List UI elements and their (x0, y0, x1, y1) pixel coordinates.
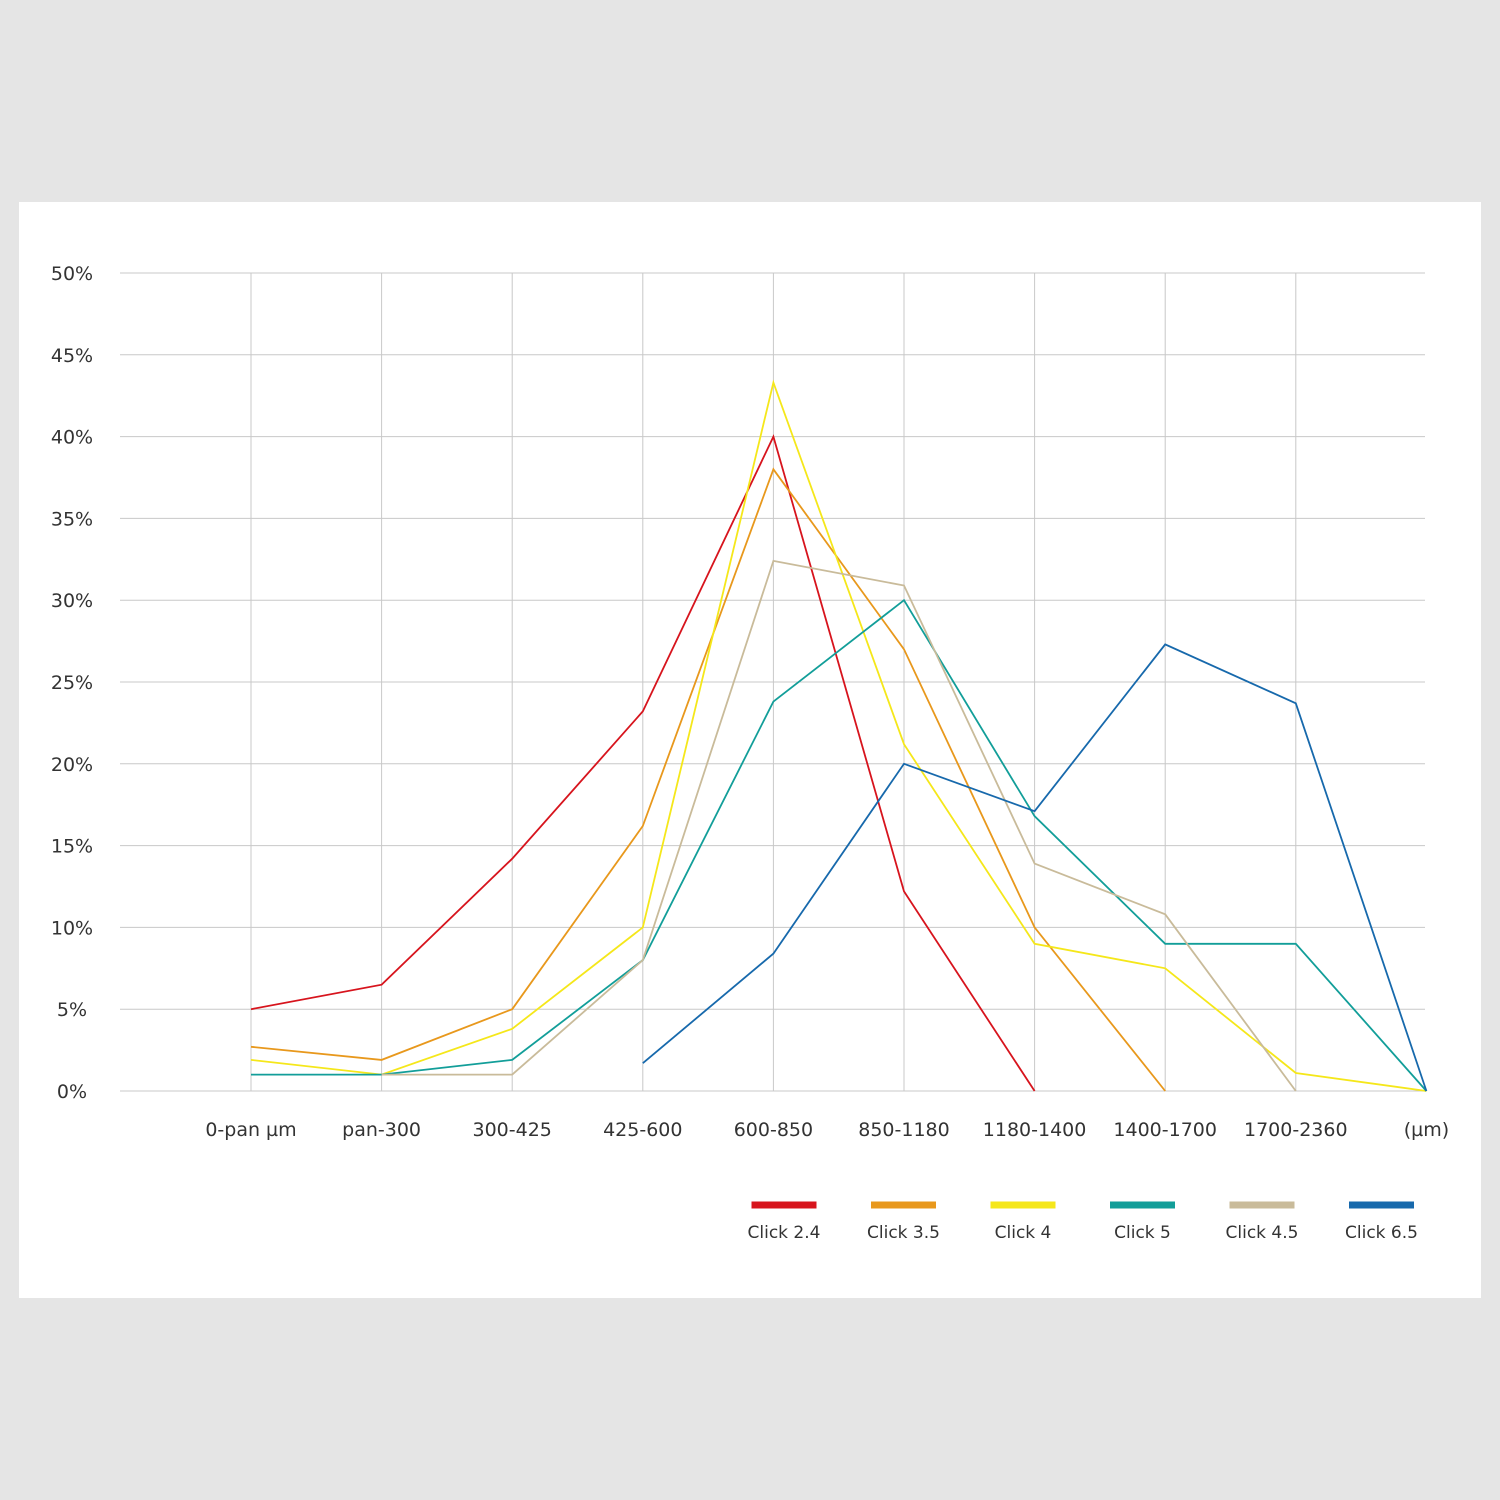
x-tick-label: 425-600 (603, 1119, 682, 1141)
series-line-click-3-5 (250, 467, 1166, 1092)
legend: Click 2.4 Click 3.5 Click 4 Click 5 Click 4.… (748, 1201, 1418, 1243)
y-tick-label: 5% (57, 999, 87, 1021)
y-tick-label: 45% (51, 345, 93, 367)
legend-swatch (871, 1201, 936, 1209)
y-tick-label: 15% (51, 836, 93, 858)
x-tick-label: 850-1180 (858, 1119, 949, 1141)
x-tick-label: 0-pan µm (205, 1119, 296, 1141)
legend-label: Click 2.4 (748, 1223, 821, 1243)
grid (120, 272, 1425, 1092)
x-tick-label: 1700-2360 (1244, 1119, 1348, 1141)
y-tick-label: 40% (51, 427, 93, 449)
x-tick-label: (µm) (1404, 1119, 1449, 1141)
series-line-click-6-5 (642, 643, 1428, 1092)
legend-label: Click 5 (1114, 1223, 1171, 1243)
chart-card: 0% 5% 10% 15% 20% 25% 30% 35% 40% 45% 50% 0-pan µm… (19, 202, 1481, 1298)
legend-swatch (751, 1201, 817, 1209)
y-tick-label: 20% (51, 754, 93, 776)
y-tick-label: 35% (51, 508, 93, 530)
legend-swatch (990, 1201, 1056, 1209)
series-line-click-5 (251, 598, 1428, 1092)
legend-swatch (1349, 1201, 1414, 1209)
series-line-click-4 (250, 379, 1427, 1092)
y-tick-label: 50% (51, 263, 93, 285)
legend-label: Click 6.5 (1345, 1223, 1418, 1243)
legend-label: Click 3.5 (867, 1223, 940, 1243)
series-line-click-2-4 (250, 434, 1036, 1092)
x-tick-label: 1180-1400 (983, 1119, 1087, 1141)
y-tick-label: 30% (51, 590, 93, 612)
legend-label: Click 4 (995, 1223, 1052, 1243)
legend-swatch (1110, 1201, 1175, 1209)
series-line-click-4-5 (381, 559, 1297, 1092)
x-tick-label: pan-300 (342, 1119, 421, 1141)
legend-swatch (1229, 1201, 1295, 1209)
y-tick-label: 0% (57, 1081, 87, 1103)
x-axis-ticks: 0-pan µm pan-300 300-425 425-600 600-850 850-… (205, 1119, 1449, 1141)
legend-label: Click 4.5 (1226, 1223, 1299, 1243)
y-tick-label: 25% (51, 672, 93, 694)
line-chart: 0% 5% 10% 15% 20% 25% 30% 35% 40% 45% 50% 0-pan µm… (51, 263, 1449, 1243)
x-tick-label: 600-850 (734, 1119, 813, 1141)
series-lines (250, 379, 1428, 1092)
x-tick-label: 300-425 (473, 1119, 552, 1141)
y-axis-ticks: 0% 5% 10% 15% 20% 25% 30% 35% 40% 45% 50% (51, 263, 93, 1103)
y-tick-label: 10% (51, 917, 93, 939)
x-tick-label: 1400-1700 (1113, 1119, 1217, 1141)
